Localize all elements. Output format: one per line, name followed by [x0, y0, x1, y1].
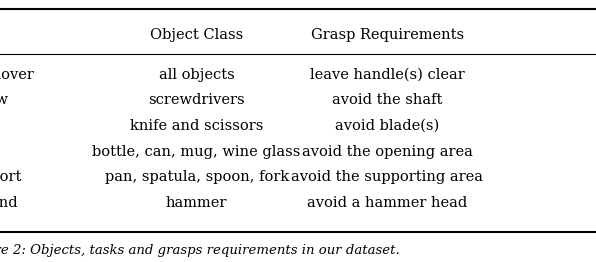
Text: ground: ground — [0, 196, 18, 210]
Text: handover: handover — [0, 68, 34, 82]
Text: pan, spatula, spoon, fork: pan, spatula, spoon, fork — [104, 170, 289, 184]
Text: screwdrivers: screwdrivers — [148, 93, 245, 107]
Text: avoid the supporting area: avoid the supporting area — [291, 170, 483, 184]
Text: knife and scissors: knife and scissors — [130, 119, 263, 133]
Text: all objects: all objects — [159, 68, 235, 82]
Text: hammer: hammer — [166, 196, 227, 210]
Text: leave handle(s) clear: leave handle(s) clear — [310, 68, 465, 82]
Text: bottle, can, mug, wine glass: bottle, can, mug, wine glass — [92, 145, 301, 159]
Text: avoid a hammer head: avoid a hammer head — [308, 196, 467, 210]
Text: avoid the opening area: avoid the opening area — [302, 145, 473, 159]
Text: Object Class: Object Class — [150, 28, 243, 42]
Text: Grasp Requirements: Grasp Requirements — [311, 28, 464, 42]
Text: avoid the shaft: avoid the shaft — [332, 93, 443, 107]
Text: Figure 2: Objects, tasks and grasps requirements in our dataset.: Figure 2: Objects, tasks and grasps requ… — [0, 244, 400, 257]
Text: support: support — [0, 170, 21, 184]
Text: avoid blade(s): avoid blade(s) — [336, 119, 439, 133]
Text: screw: screw — [0, 93, 8, 107]
